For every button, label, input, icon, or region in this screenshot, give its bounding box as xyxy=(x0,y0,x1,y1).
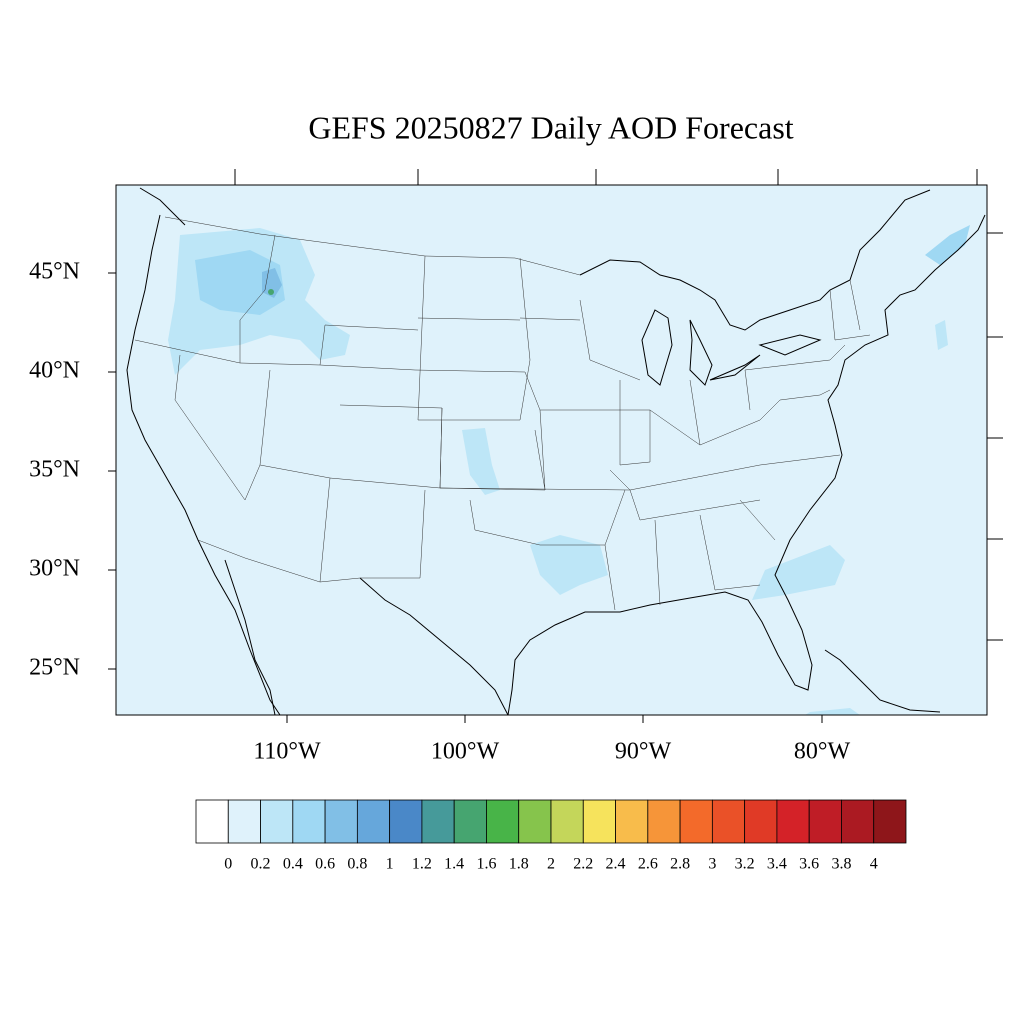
colorbar-label: 1.6 xyxy=(476,856,496,873)
aod-plumes xyxy=(168,225,970,715)
colorbar-box xyxy=(421,799,455,844)
map-frame xyxy=(115,184,988,716)
colorbar-box xyxy=(744,799,778,844)
colorbar-box xyxy=(195,799,229,844)
map-ticks: 45°N 40°N 35°N 30°N 25°N 110°W 100°W 90°W 80°W xyxy=(29,169,1003,765)
lon-label: 100°W xyxy=(431,739,500,765)
colorbar-box xyxy=(292,799,326,844)
colorbar-box xyxy=(582,799,616,844)
colorbar-box xyxy=(679,799,713,844)
colorbar-label: 2.2 xyxy=(573,856,593,873)
colorbar-label: 0 xyxy=(224,856,232,873)
colorbar-label: 4 xyxy=(870,856,878,873)
colorbar-box xyxy=(389,799,423,844)
lon-label: 80°W xyxy=(794,739,851,765)
lat-label: 35°N xyxy=(29,457,80,483)
colorbar: 0 0.2 0.4 0.6 0.8 1 1.2 1.4 1.6 1.8 2 2.2 2.4 2.6 2.8 3… xyxy=(195,799,907,873)
colorbar-label: 3.6 xyxy=(799,856,819,873)
colorbar-box xyxy=(776,799,810,844)
lat-label: 30°N xyxy=(29,556,80,582)
colorbar-label: 1.8 xyxy=(509,856,529,873)
colorbar-label: 3.2 xyxy=(735,856,755,873)
map: 45°N 40°N 35°N 30°N 25°N 110°W 100°W 90°W 80°W xyxy=(29,169,1003,765)
colorbar-box xyxy=(550,799,584,844)
colorbar-box xyxy=(873,799,907,844)
lon-label: 90°W xyxy=(615,739,672,765)
colorbar-box xyxy=(711,799,746,844)
colorbar-label: 3 xyxy=(708,856,716,873)
colorbar-box xyxy=(647,799,681,844)
colorbar-label: 1 xyxy=(386,856,394,873)
colorbar-label: 0.8 xyxy=(347,856,367,873)
colorbar-box xyxy=(615,799,649,844)
lat-label: 25°N xyxy=(29,655,80,681)
coastlines xyxy=(126,187,986,716)
colorbar-label: 1.4 xyxy=(444,856,464,873)
colorbar-label: 0.6 xyxy=(315,856,335,873)
colorbar-box xyxy=(260,799,294,844)
colorbar-box xyxy=(486,799,520,844)
colorbar-box xyxy=(841,799,875,844)
lon-label: 110°W xyxy=(253,739,321,765)
colorbar-label: 1.2 xyxy=(412,856,432,873)
colorbar-label: 0.4 xyxy=(283,856,303,873)
colorbar-box xyxy=(453,799,487,844)
lat-label: 45°N xyxy=(29,259,80,285)
colorbar-box xyxy=(356,799,391,844)
lat-label: 40°N xyxy=(29,358,80,384)
colorbar-box xyxy=(324,799,358,844)
colorbar-label: 0.2 xyxy=(251,856,271,873)
state-borders xyxy=(134,216,871,611)
colorbar-box xyxy=(227,799,261,844)
colorbar-box xyxy=(808,799,842,844)
title: GEFS 20250827 Daily AOD Forecast xyxy=(308,109,793,145)
colorbar-label: 2.6 xyxy=(638,856,658,873)
colorbar-label: 3.4 xyxy=(767,856,787,873)
colorbar-label: 2.4 xyxy=(606,856,626,873)
colorbar-label: 3.8 xyxy=(831,856,851,873)
colorbar-label: 2.8 xyxy=(670,856,690,873)
colorbar-label: 2 xyxy=(547,856,555,873)
colorbar-box xyxy=(518,799,552,844)
